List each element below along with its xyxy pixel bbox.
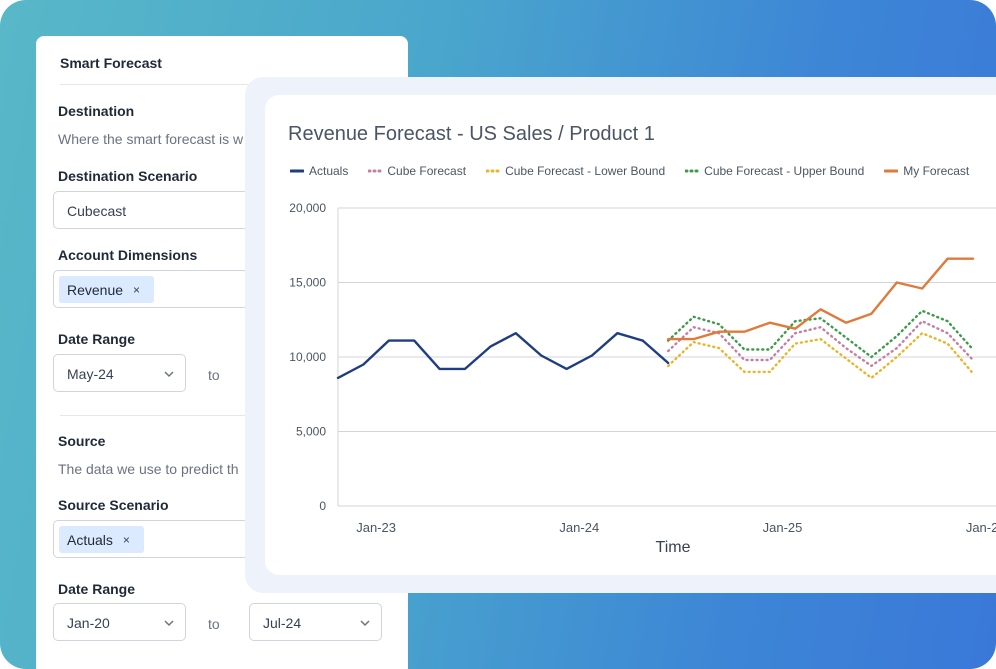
source-date-to-select[interactable]: Jul-24 — [249, 603, 382, 641]
series-line-actuals-tail — [641, 339, 670, 365]
source-scenario-label: Source Scenario — [58, 497, 169, 513]
legend-label: Cube Forecast — [387, 164, 467, 178]
legend-label: Cube Forecast - Lower Bound — [505, 164, 666, 178]
source-description: The data we use to predict th — [58, 461, 239, 477]
legend-swatch-icon — [290, 169, 304, 173]
chart-legend: Actuals Cube Forecast Cube Forecast - Lowe… — [290, 164, 989, 178]
legend-item[interactable]: My Forecast — [884, 164, 969, 178]
series-line-cube-forecast-upper-bound — [667, 309, 975, 359]
remove-chip-icon[interactable]: × — [133, 282, 141, 297]
y-tick-label: 0 — [319, 499, 326, 513]
divider — [60, 415, 384, 416]
series-line-actuals — [336, 331, 644, 380]
x-tick-label: Jan-24 — [559, 520, 599, 535]
source-chip: Actuals × — [59, 526, 144, 553]
y-tick-label: 5,000 — [296, 425, 326, 439]
source-heading: Source — [58, 433, 106, 449]
legend-swatch-icon — [685, 169, 700, 173]
destination-date-range-label: Date Range — [58, 331, 136, 347]
account-chip: Revenue × — [59, 276, 155, 303]
destination-description: Where the smart forecast is w — [58, 131, 244, 147]
chevron-down-icon — [360, 620, 370, 627]
x-tick-label: Jan-25 — [763, 520, 803, 535]
chart-title: Revenue Forecast - US Sales / Product 1 — [288, 123, 655, 145]
x-axis-title: Time — [656, 539, 691, 556]
legend-swatch-icon — [486, 169, 501, 173]
series-line-cube-forecast — [667, 319, 975, 368]
source-date-from-select[interactable]: Jan-20 — [53, 603, 186, 641]
destination-heading: Destination — [58, 103, 135, 119]
legend-item[interactable]: Cube Forecast - Upper Bound — [685, 164, 864, 178]
line-chart: 0 5,000 10,000 15,000 20,000 Jan-23 Jan-24 Jan-… — [289, 201, 996, 556]
destination-date-from-select[interactable]: May-24 — [53, 354, 186, 392]
legend-item[interactable]: Cube Forecast — [368, 164, 466, 178]
divider — [60, 84, 384, 85]
legend-swatch-icon — [368, 169, 383, 173]
series-line-cube-forecast-lower-bound — [667, 331, 975, 380]
destination-to-label: to — [208, 367, 220, 383]
remove-chip-icon[interactable]: × — [122, 532, 130, 547]
legend-label: My Forecast — [903, 164, 970, 178]
source-to-label: to — [208, 616, 220, 632]
y-tick-label: 20,000 — [289, 201, 326, 215]
panel-title: Smart Forecast — [60, 55, 162, 71]
chevron-down-icon — [164, 620, 174, 627]
chart-card: Revenue Forecast - US Sales / Product 1 … — [265, 95, 996, 575]
legend-label: Cube Forecast - Upper Bound — [704, 164, 865, 178]
x-tick-label: Jan-23 — [356, 520, 396, 535]
chevron-down-icon — [164, 371, 174, 378]
legend-item[interactable]: Actuals — [290, 164, 348, 178]
legend-item[interactable]: Cube Forecast - Lower Bound — [486, 164, 665, 178]
account-dimensions-label: Account Dimensions — [58, 247, 198, 263]
destination-scenario-value: Cubecast — [67, 203, 127, 219]
source-chip-label: Actuals — [67, 531, 113, 548]
y-tick-label: 15,000 — [289, 276, 326, 290]
source-date-range-label: Date Range — [58, 581, 136, 597]
source-date-to-value: Jul-24 — [263, 615, 302, 631]
legend-swatch-icon — [884, 169, 899, 173]
account-chip-label: Revenue — [67, 281, 124, 298]
destination-date-from-value: May-24 — [67, 366, 114, 382]
x-tick-label: Jan-26 — [966, 520, 996, 535]
y-tick-label: 10,000 — [289, 350, 326, 364]
series-line-my-forecast — [667, 257, 975, 341]
source-date-from-value: Jan-20 — [67, 615, 110, 631]
legend-label: Actuals — [309, 164, 349, 178]
destination-scenario-label: Destination Scenario — [58, 168, 198, 184]
